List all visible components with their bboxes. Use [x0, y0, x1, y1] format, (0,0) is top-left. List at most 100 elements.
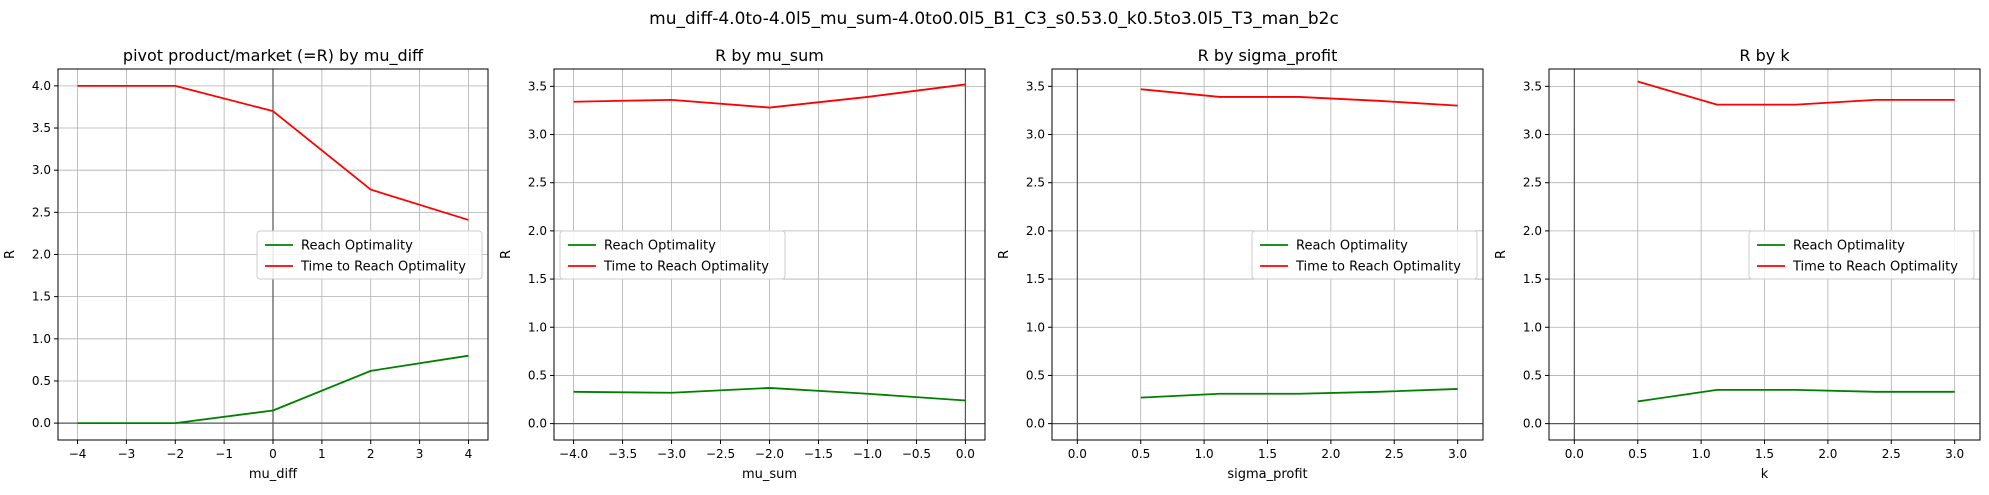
y-tick-label: 2.0 [32, 248, 51, 262]
y-tick-label: 3.0 [1523, 128, 1542, 142]
x-tick-label: 0.0 [1565, 447, 1584, 461]
x-tick-label: 0.5 [1628, 447, 1647, 461]
x-tick-label: −2 [166, 447, 184, 461]
series-line-reach-optimality [1140, 388, 1458, 399]
x-tick-label: 2.5 [1882, 447, 1901, 461]
series-line-reach-optimality [1637, 388, 1955, 403]
x-tick-label: −4.0 [559, 447, 588, 461]
y-tick-label: 1.5 [1026, 272, 1045, 286]
y-tick-label: 1.0 [528, 320, 547, 334]
y-tick-label: 3.0 [528, 128, 547, 142]
legend: Reach Optimality Time to Reach Optimality [1748, 230, 1975, 280]
chart-title: R by mu_sum [715, 46, 824, 66]
y-tick-label: 3.0 [32, 163, 51, 177]
x-tick-label: 0.0 [956, 447, 975, 461]
legend-label: Reach Optimality [604, 239, 716, 254]
chart-panel-3: 0.0 0.5 1.0 1.5 2.0 2.5 3.0 0.0 0.5 1.0 1.5 2.0 2.5 3… [997, 46, 1484, 482]
y-tick-label: 2.0 [528, 224, 547, 238]
y-tick-label: 3.0 [1026, 128, 1045, 142]
x-tick-label: 4 [465, 447, 473, 461]
series-line-time-to-reach-optimality [77, 84, 469, 221]
y-tick-label: 2.5 [528, 176, 547, 190]
y-tick-label: 0.5 [528, 368, 547, 382]
x-tick-label: −3.5 [608, 447, 637, 461]
x-tick-label: −1.5 [804, 447, 833, 461]
legend-label: Reach Optimality [1793, 239, 1905, 254]
y-tick-label: 3.5 [1026, 79, 1045, 93]
x-tick-label: 1 [318, 447, 326, 461]
y-tick-label: 2.0 [1523, 224, 1542, 238]
y-axis-label: R [1494, 250, 1509, 259]
legend-label: Time to Reach Optimality [603, 260, 769, 275]
legend-box [1251, 230, 1478, 280]
y-tick-label: 0.5 [1523, 368, 1542, 382]
x-axis-label: sigma_profit [1227, 467, 1307, 482]
x-tick-label: −3 [118, 447, 136, 461]
y-tick-label: 0.0 [528, 417, 547, 431]
x-tick-label: −2.5 [706, 447, 735, 461]
y-tick-label: 4.0 [32, 79, 51, 93]
y-tick-label: 1.5 [528, 272, 547, 286]
y-tick-label: 1.5 [32, 290, 51, 304]
series-line-time-to-reach-optimality [1140, 88, 1458, 107]
y-tick-label: 3.5 [32, 121, 51, 135]
x-tick-label: 2 [367, 447, 375, 461]
chart-title: R by k [1739, 46, 1790, 65]
x-axis-label: mu_sum [742, 467, 797, 482]
x-tick-label: −3.0 [657, 447, 686, 461]
x-tick-label: 2.5 [1385, 447, 1404, 461]
y-axis-label: R [499, 250, 514, 259]
y-tick-label: 2.5 [1523, 176, 1542, 190]
x-tick-label: −0.5 [902, 447, 931, 461]
legend-label: Time to Reach Optimality [300, 260, 466, 275]
x-tick-label: 3.0 [1945, 447, 1964, 461]
legend-box [559, 230, 786, 280]
chart-panel-4: 0.0 0.5 1.0 1.5 2.0 2.5 3.0 0.0 0.5 1.0 1.5 2.0 2.5 3… [1494, 46, 1981, 482]
x-tick-label: 1.0 [1692, 447, 1711, 461]
x-tick-label: 1.0 [1195, 447, 1214, 461]
y-axis-label: R [3, 250, 18, 259]
legend: Reach Optimality Time to Reach Optimality [256, 230, 483, 280]
chart-title: pivot product/market (=R) by mu_diff [123, 46, 424, 66]
x-axis-label: k [1761, 467, 1769, 482]
x-tick-label: −2.0 [755, 447, 784, 461]
series-line-reach-optimality [573, 387, 966, 402]
chart-title: R by sigma_profit [1198, 46, 1338, 66]
y-tick-label: 0.5 [32, 374, 51, 388]
y-tick-label: 0.0 [1523, 417, 1542, 431]
y-tick-label: 0.0 [32, 416, 51, 430]
y-axis-label: R [997, 250, 1012, 259]
x-tick-label: 2.0 [1321, 447, 1340, 461]
chart-panel-2: −4.0 −3.5 −3.0 −2.5 −2.0 −1.5 −1.0 −0.5 0.0 0.0 0.… [499, 46, 986, 482]
legend: Reach Optimality Time to Reach Optimality [559, 230, 786, 280]
legend-label: Time to Reach Optimality [1792, 260, 1958, 275]
legend-box [256, 230, 483, 280]
x-tick-label: 1.5 [1258, 447, 1277, 461]
y-tick-label: 1.0 [1523, 320, 1542, 334]
legend-label: Reach Optimality [1296, 239, 1408, 254]
series-line-time-to-reach-optimality [573, 83, 966, 109]
x-tick-label: 2.0 [1818, 447, 1837, 461]
y-tick-label: 1.0 [1026, 320, 1045, 334]
series-line-time-to-reach-optimality [1637, 80, 1955, 106]
y-tick-label: 0.0 [1026, 417, 1045, 431]
figure-suptitle: mu_diff-4.0to-4.0l5_mu_sum-4.0to0.0l5_B1… [649, 9, 1339, 29]
x-tick-label: 3 [416, 447, 424, 461]
chart-panel-1: −4 −3 −2 −1 0 1 2 3 4 0.0 0.5 1.0 1.5 2.0 2.5 3.0 3.5 4.0… [3, 46, 489, 482]
y-tick-label: 1.5 [1523, 272, 1542, 286]
y-tick-label: 1.0 [32, 332, 51, 346]
x-tick-label: 0.0 [1068, 447, 1087, 461]
x-tick-label: 0 [269, 447, 277, 461]
x-tick-label: −1 [215, 447, 233, 461]
y-tick-label: 2.5 [1026, 176, 1045, 190]
x-tick-label: 1.5 [1755, 447, 1774, 461]
legend-label: Time to Reach Optimality [1295, 260, 1461, 275]
y-tick-label: 2.0 [1026, 224, 1045, 238]
y-tick-label: 3.5 [528, 79, 547, 93]
x-tick-label: 0.5 [1131, 447, 1150, 461]
x-tick-label: 3.0 [1448, 447, 1467, 461]
x-tick-label: −4 [69, 447, 87, 461]
x-tick-label: −1.0 [853, 447, 882, 461]
x-axis-label: mu_diff [249, 467, 298, 482]
